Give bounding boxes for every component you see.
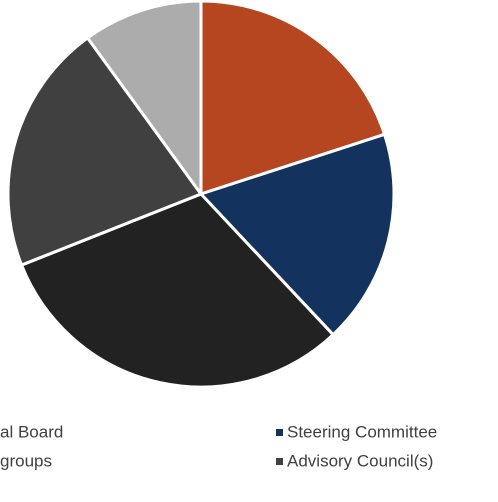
pie-slice (199, 132, 396, 337)
legend-label: al Board (0, 422, 63, 441)
legend-marker (276, 429, 283, 436)
pie-slice (6, 36, 203, 267)
legend-marker (276, 458, 283, 465)
legend-label: Advisory Council(s) (287, 451, 433, 470)
pie-slice (86, 0, 203, 196)
pie-slice (199, 0, 387, 196)
pie-slice (20, 192, 335, 389)
legend-label: groups (0, 451, 52, 470)
legend-label: Steering Committee (287, 422, 437, 441)
